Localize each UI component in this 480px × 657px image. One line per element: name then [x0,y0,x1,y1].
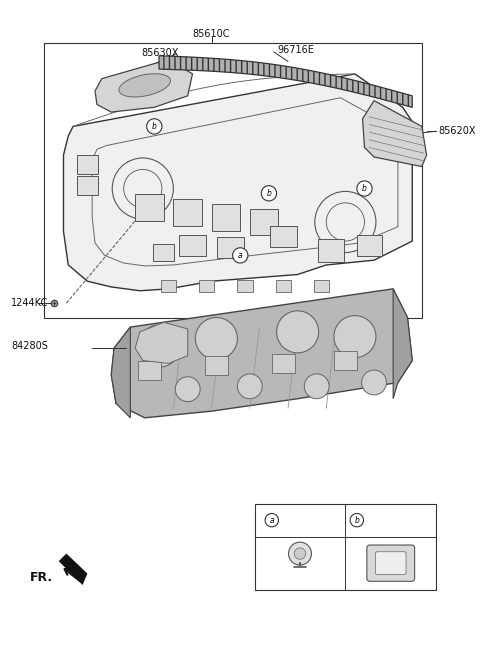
Polygon shape [111,289,412,418]
Bar [238,281,252,292]
Text: a: a [238,251,242,260]
Polygon shape [111,327,131,418]
Bar [179,235,206,256]
Circle shape [261,186,276,201]
Circle shape [195,317,238,359]
Circle shape [304,374,329,399]
Bar [199,281,215,292]
Bar [270,226,297,247]
FancyBboxPatch shape [367,545,415,581]
Polygon shape [95,60,192,112]
Text: FR.: FR. [30,571,53,584]
Bar [173,199,202,226]
Text: 1244KC: 1244KC [11,298,48,308]
FancyBboxPatch shape [375,552,406,575]
Circle shape [357,181,372,196]
Bar [161,281,176,292]
Circle shape [288,542,312,565]
Bar [217,237,244,258]
Text: 85610C: 85610C [193,29,230,39]
Text: 82315A: 82315A [282,516,317,525]
Bar [318,239,345,262]
Bar [153,244,174,261]
Bar [357,235,382,256]
Polygon shape [59,553,87,585]
Circle shape [175,376,200,401]
Text: b: b [152,122,156,131]
Text: b: b [362,184,367,193]
Text: b: b [266,189,271,198]
Bar [135,194,164,221]
Bar [254,504,436,590]
Bar [44,43,422,317]
Circle shape [334,315,376,357]
Bar [77,176,98,195]
Text: 96716E: 96716E [277,45,314,55]
Bar [250,208,278,235]
Polygon shape [135,323,188,363]
Circle shape [350,514,363,527]
Circle shape [233,248,248,263]
Bar [138,361,161,380]
Polygon shape [159,56,412,107]
Circle shape [138,325,180,367]
Ellipse shape [119,74,170,97]
Bar [314,281,329,292]
Polygon shape [362,101,427,166]
Text: 89855: 89855 [367,516,396,525]
Text: 85630X: 85630X [142,48,179,58]
Circle shape [265,514,278,527]
Bar [272,354,295,373]
Circle shape [361,370,386,395]
Circle shape [238,374,262,399]
Bar [276,281,291,292]
Polygon shape [63,74,412,291]
Circle shape [146,119,162,134]
Circle shape [276,311,319,353]
Text: b: b [354,516,359,525]
Text: 85620X: 85620X [438,126,476,136]
Text: a: a [269,516,274,525]
Bar [205,355,228,375]
Text: 84280S: 84280S [11,341,48,351]
Bar [334,351,357,370]
Polygon shape [393,289,412,399]
Bar [212,204,240,231]
Circle shape [294,548,306,559]
Bar [77,155,98,174]
